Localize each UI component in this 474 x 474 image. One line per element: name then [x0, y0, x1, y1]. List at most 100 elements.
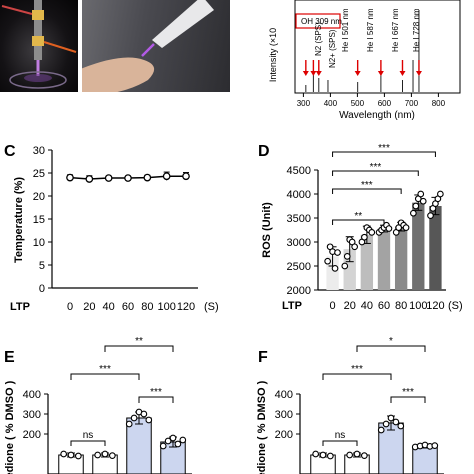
panel-e-bar-2: [126, 417, 152, 474]
panel-f-dot-0-0: [312, 450, 320, 458]
pen-body: [152, 0, 214, 48]
panel-e-dot-2-1: [130, 414, 138, 422]
panel-e-dot-2-3: [140, 410, 148, 418]
panel-c-point-1: [85, 175, 94, 183]
pen-plasma-tip: [141, 43, 155, 57]
panel-c-point-4: [143, 173, 152, 182]
panel-d-xtick-label-3: 60: [378, 300, 390, 312]
panel-d-xtick-label-4: 80: [395, 300, 407, 312]
spectrum-annotation-0: OH 309 nm: [301, 17, 342, 26]
panel-d-xtick-label-6: 120: [426, 300, 444, 312]
panel-letter-d: D: [258, 143, 270, 160]
spectrum-arrowhead-2: [315, 71, 322, 76]
panel-d-ytick-label-1: 2500: [287, 261, 311, 273]
dish-rim: [9, 71, 67, 89]
panel-e-ytick-label-0: 200: [23, 429, 41, 441]
panel-f-sig-label-0: ns: [335, 430, 346, 441]
finger: [82, 57, 154, 92]
jet-electrode-top: [32, 10, 44, 20]
panel-f-sig-bracket-0: [322, 440, 358, 446]
panel-d-ylabel: ROS (Unit): [261, 202, 273, 258]
panel-c-xlabel: LTP: [10, 301, 30, 313]
panel-e-sig-label-3: **: [135, 336, 143, 347]
panel-d-ytick-label-0: 2000: [287, 285, 311, 297]
spectrum-annotation-5: He I 667 nm: [391, 8, 400, 52]
panel-c-point-0: [66, 173, 74, 182]
spectrum-arrowhead-4: [377, 71, 384, 76]
spectrum-annotation-3: He I 501 nm: [341, 8, 350, 52]
panel-c-point-2: [104, 174, 113, 182]
panel-d-ytick-label-5: 4500: [287, 165, 311, 177]
panel-d-dot-6-4: [437, 190, 444, 198]
panel-f-dot-2-1: [382, 420, 390, 428]
panel-d-dot-5-3: [417, 190, 425, 198]
panel-e-dot-1-0: [94, 451, 102, 459]
panel-e-sig-label-2: ***: [150, 387, 162, 398]
spectrum-arrowhead-1: [310, 71, 317, 76]
panel-d-ros-chart: 2000 2500 3000 3500 4000 4500 ROS (Unit) LTP 0 20…: [261, 143, 463, 312]
panel-f-dot-3-4: [431, 442, 439, 449]
spectrum-arrowhead-3: [354, 71, 361, 76]
panel-d-bar-2: [360, 234, 374, 290]
jet-wire-red: [1, 5, 33, 15]
panel-d-dot-4-4: [402, 224, 410, 231]
panel-e-sig-bracket-2: [138, 396, 174, 403]
panel-e-dot-1-2: [108, 452, 116, 459]
panel-c-point-6: [182, 172, 190, 181]
panel-f-dot-0-2: [326, 452, 334, 460]
panel-d-bar-6: [429, 206, 442, 290]
panel-d-xtick-label-5: 100: [409, 300, 427, 312]
spectrum-xtick-label-2: 500: [351, 99, 365, 108]
jet-electrode-bottom: [32, 36, 44, 46]
panel-e-sig-bracket-3: [104, 345, 174, 352]
panel-c-ytick-label-2: 10: [33, 237, 45, 249]
panel-d-sig-bracket-3: [332, 151, 436, 157]
panel-d-xtick-label-1: 20: [344, 300, 356, 312]
panel-c-ytick-label-1: 5: [39, 260, 45, 272]
panel-d-dot-0-3: [331, 265, 339, 272]
panel-f-ytick-label-0: 200: [275, 429, 293, 441]
panel-f-ytick-label-1: 300: [275, 409, 293, 421]
plasma-finger-illustration: [82, 0, 214, 92]
panel-d-ytick-label-4: 4000: [287, 189, 311, 201]
panel-d-dot-1-1: [343, 253, 351, 260]
panel-f-dot-1-0: [346, 451, 354, 459]
panel-f-ylabel: enedione ( % DMSO ): [256, 380, 268, 474]
panel-c-temperature-chart: 0 5 10 15 20 25 30 Temperature (%) LTP 0 20 40 60 80 1…: [10, 145, 219, 313]
panel-d-dot-0-4: [334, 249, 341, 256]
panel-c-xtick-label-2: 40: [103, 301, 115, 313]
panel-d-sig-label-3: ***: [378, 143, 390, 154]
panel-letter-c: C: [4, 143, 16, 160]
spectrum-xtick-label-3: 600: [378, 99, 392, 108]
panel-c-xtick-label-1: 20: [83, 301, 95, 313]
panel-letter-f: F: [258, 349, 268, 366]
panel-letter-e: E: [4, 349, 15, 366]
panel-d-dot-2-1: [361, 233, 368, 241]
panel-d-dot-1-0: [341, 262, 349, 270]
panel-d-dot-1-4: [351, 243, 359, 251]
panel-d-sig-label-1: ***: [361, 180, 373, 191]
panel-e-dot-0-1: [67, 451, 75, 459]
panel-e-dot-2-0: [125, 420, 133, 428]
panel-c-ylabel: Temperature (%): [13, 177, 25, 263]
spectrum-oh-box: [295, 13, 341, 29]
spectrum-ylabel: Intensity (×10: [268, 28, 278, 82]
panel-d-xlabel: LTP: [282, 300, 302, 312]
panel-f-dot-2-3: [392, 418, 400, 426]
panel-d-bar-4: [394, 226, 408, 290]
panel-e-dot-0-2: [74, 452, 82, 460]
panel-d-xtick-label-2: 40: [361, 300, 373, 312]
panel-f-ytick-label-2: 400: [275, 389, 293, 401]
panel-d-dot-6-0: [427, 212, 434, 219]
panel-c-xtick-label-0: 0: [67, 301, 73, 313]
panel-d-ytick-label-3: 3500: [287, 213, 311, 225]
spectrum-xtick-label-1: 400: [324, 99, 338, 108]
panel-d-dot-3-4: [385, 225, 393, 232]
panel-d-bar-5: [412, 202, 425, 290]
spectrum-xtick-label-5: 800: [432, 99, 446, 108]
panel-c-x-unit: (S): [204, 301, 219, 313]
panel-d-sig-label-0: **: [354, 211, 362, 222]
panel-c-point-5: [162, 172, 171, 181]
